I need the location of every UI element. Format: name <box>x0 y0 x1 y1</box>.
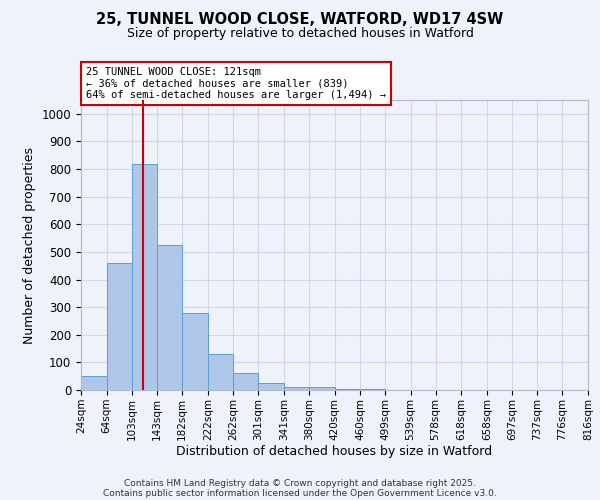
Text: Contains HM Land Registry data © Crown copyright and database right 2025.: Contains HM Land Registry data © Crown c… <box>124 478 476 488</box>
Bar <box>284 387 309 390</box>
Bar <box>131 164 157 390</box>
Bar <box>208 354 233 390</box>
X-axis label: Distribution of detached houses by size in Watford: Distribution of detached houses by size … <box>176 446 493 458</box>
Bar <box>309 387 335 390</box>
Text: Contains public sector information licensed under the Open Government Licence v3: Contains public sector information licen… <box>103 488 497 498</box>
Bar <box>259 383 284 390</box>
Bar <box>182 312 208 390</box>
Text: 25 TUNNEL WOOD CLOSE: 121sqm
← 36% of detached houses are smaller (839)
64% of s: 25 TUNNEL WOOD CLOSE: 121sqm ← 36% of de… <box>86 67 386 100</box>
Bar <box>360 388 385 390</box>
Bar <box>335 388 360 390</box>
Bar <box>233 374 259 390</box>
Text: Size of property relative to detached houses in Watford: Size of property relative to detached ho… <box>127 28 473 40</box>
Bar <box>157 245 182 390</box>
Bar <box>81 376 107 390</box>
Y-axis label: Number of detached properties: Number of detached properties <box>23 146 36 344</box>
Text: 25, TUNNEL WOOD CLOSE, WATFORD, WD17 4SW: 25, TUNNEL WOOD CLOSE, WATFORD, WD17 4SW <box>97 12 503 28</box>
Bar <box>107 263 131 390</box>
